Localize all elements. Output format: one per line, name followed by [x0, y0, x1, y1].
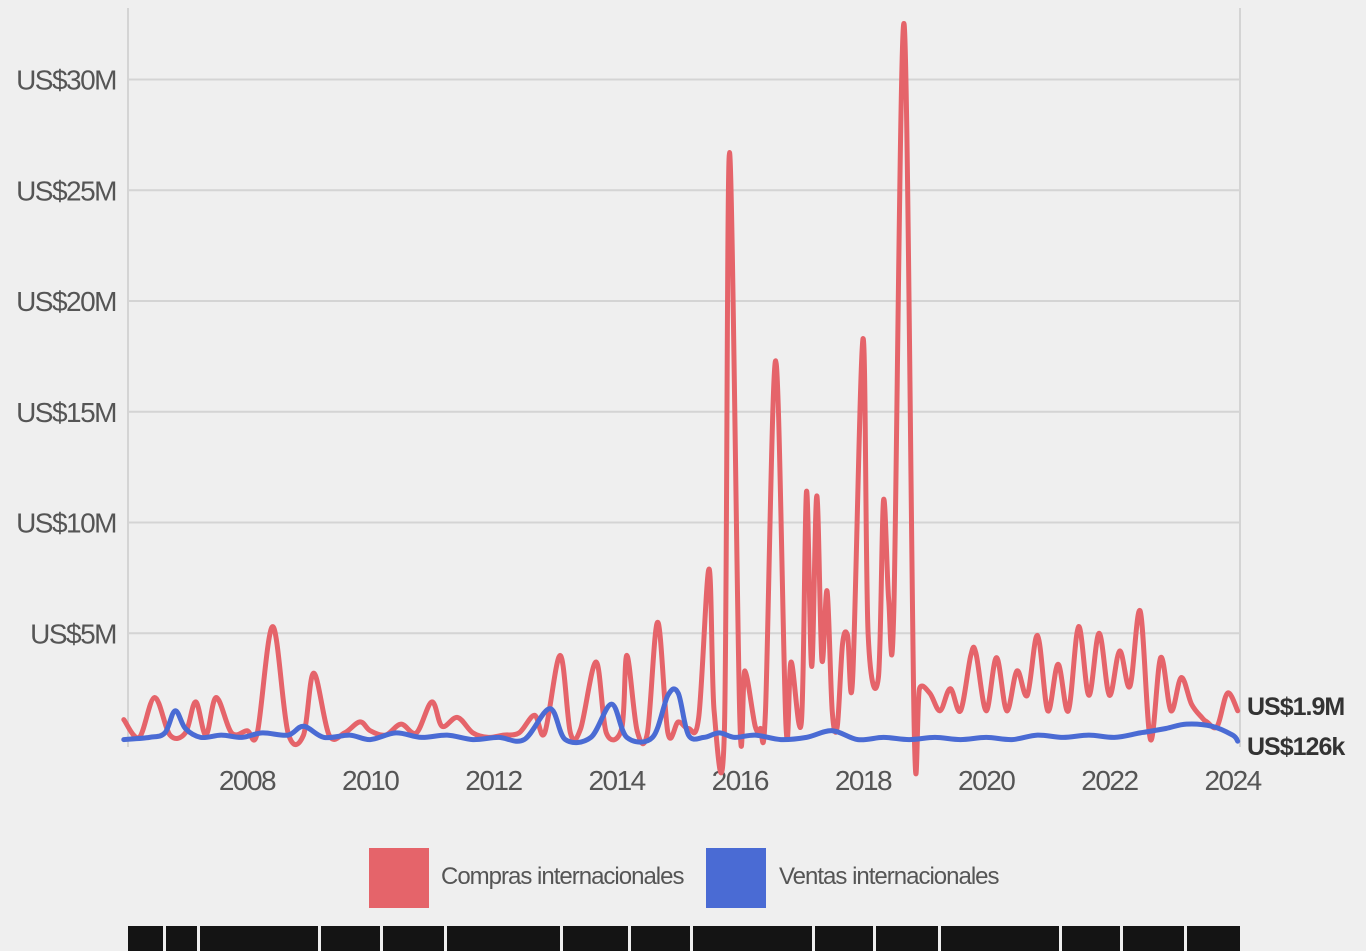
footer-divider	[318, 926, 321, 951]
legend-label: Ventas internacionales	[779, 863, 1000, 890]
y-tick-label: US$25M	[16, 175, 116, 206]
y-tick-label: US$15M	[16, 397, 116, 428]
x-tick-label: 2018	[835, 765, 892, 796]
footer-divider	[560, 926, 563, 951]
x-tick-label: 2022	[1081, 765, 1138, 796]
x-axis-tick-labels: 2008 2010 2012 2014 2016 2018 2020 2022 2024	[219, 765, 1263, 796]
x-tick-label: 2024	[1204, 765, 1261, 796]
series-end-label: US$1.9M	[1247, 693, 1344, 721]
legend-swatch	[706, 848, 766, 908]
footer-divider	[444, 926, 447, 951]
footer-divider	[873, 926, 876, 951]
footer-divider	[628, 926, 631, 951]
series-lines	[121, 21, 1241, 777]
footer-bar	[128, 926, 1240, 951]
series-line-ventas	[121, 686, 1241, 746]
x-tick-label: 2008	[219, 765, 276, 796]
y-gridlines	[127, 8, 1241, 747]
footer-divider	[1059, 926, 1062, 951]
y-tick-label: US$5M	[30, 618, 116, 649]
footer-divider	[938, 926, 941, 951]
y-tick-label: US$20M	[16, 286, 116, 317]
y-axis-tick-labels: US$5M US$10M US$15M US$20M US$25M US$30M	[16, 65, 118, 650]
legend: Compras internacionales Ventas internacio…	[369, 848, 1001, 908]
footer-strip	[128, 926, 1240, 951]
y-tick-label: US$30M	[16, 65, 116, 96]
footer-divider	[1184, 926, 1187, 951]
footer-divider	[197, 926, 200, 951]
series-end-label: US$126k	[1247, 733, 1345, 761]
footer-divider	[690, 926, 693, 951]
legend-swatch	[369, 848, 429, 908]
x-tick-label: 2012	[465, 765, 522, 796]
legend-label: Compras internacionales	[441, 863, 684, 890]
series-line-compras	[121, 21, 1241, 777]
x-tick-label: 2020	[958, 765, 1015, 796]
series-end-labels: US$1.9M US$126k	[1247, 693, 1346, 761]
x-tick-label: 2010	[342, 765, 399, 796]
x-tick-label: 2014	[588, 765, 645, 796]
y-tick-label: US$10M	[16, 508, 116, 539]
footer-divider	[812, 926, 815, 951]
footer-divider	[1120, 926, 1123, 951]
footer-divider	[380, 926, 383, 951]
footer-divider	[163, 926, 166, 951]
